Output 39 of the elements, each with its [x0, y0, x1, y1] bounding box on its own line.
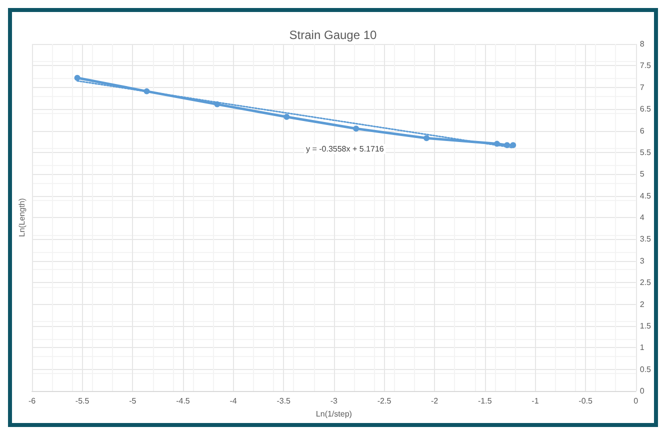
y-tick-label: 2 [640, 300, 645, 309]
y-tick-label: 5.5 [640, 148, 652, 157]
y-tick-label: 0.5 [640, 364, 652, 374]
x-tick-label: -3 [330, 396, 338, 406]
y-tick-label: 2.5 [640, 278, 652, 288]
y-tick-label: 8 [640, 40, 645, 48]
point [424, 135, 430, 142]
y-tick-label: 4 [640, 213, 645, 222]
x-tick-label: -4.5 [176, 396, 190, 406]
x-tick-label: -5 [129, 396, 137, 406]
x-axis-title: Ln(1/step) [316, 410, 352, 418]
y-tick-label: 0 [640, 386, 645, 396]
y-tick-label: 7 [640, 82, 645, 92]
point [510, 142, 516, 148]
point [74, 74, 80, 81]
y-tick-label: 6 [640, 126, 645, 136]
x-tick-label: -2.5 [377, 396, 392, 406]
x-tick-label: -4 [230, 396, 238, 406]
annotation: y = -0.3558x + 5.1716 [306, 144, 384, 154]
chart-title: Strain Gauge 10 [289, 28, 378, 42]
x-tick-label: 0 [634, 396, 639, 406]
y-axis-title: Ln(Length) [18, 198, 26, 237]
x-tick-label: -0.5 [578, 396, 593, 406]
point [353, 126, 360, 132]
point [284, 114, 290, 120]
y-tick-label: 7.5 [640, 61, 652, 70]
x-tick-label: -6 [28, 396, 36, 406]
y-tick-label: 1 [640, 343, 645, 352]
x-tick-label: -1.5 [478, 396, 492, 406]
y-tick-label: 3.5 [640, 234, 652, 244]
y-tick-label: 3 [640, 256, 645, 266]
x-tick-label: -1 [532, 396, 540, 406]
x-tick-label: -5.5 [75, 396, 90, 406]
x-tick-label: -3.5 [276, 396, 292, 406]
y-tick-label: 5 [640, 170, 645, 179]
y-tick-label: 6.5 [640, 104, 652, 114]
y-tick-label: 4.5 [640, 191, 652, 200]
x-tick-label: -2 [431, 396, 439, 406]
y-tick-label: 1.5 [640, 322, 652, 331]
